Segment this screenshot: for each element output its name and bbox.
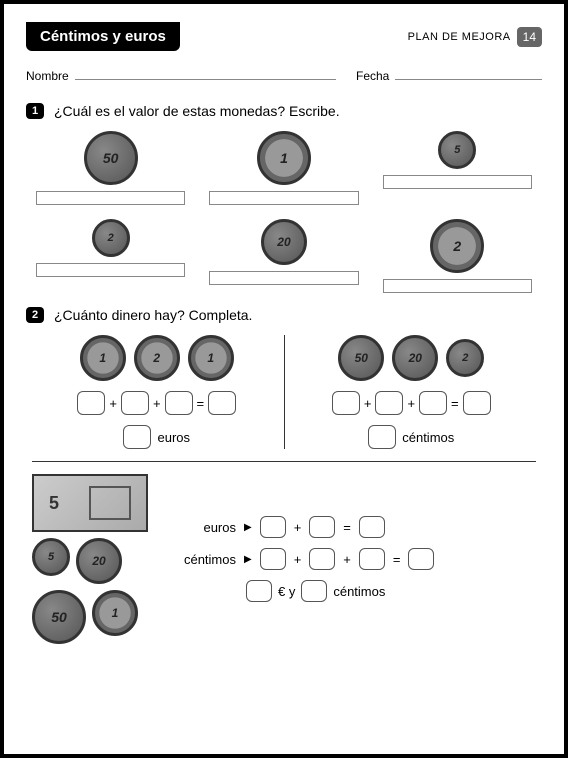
answer-line[interactable]	[383, 279, 532, 293]
q2-text: ¿Cuánto dinero hay? Completa.	[54, 307, 252, 323]
answer-line[interactable]	[36, 191, 185, 205]
coin-icon: 50	[32, 590, 86, 644]
q1-head: 1 ¿Cuál es el valor de estas monedas? Es…	[26, 103, 542, 119]
date-underline[interactable]	[395, 79, 542, 80]
bottom-coins: 520 501	[32, 538, 162, 644]
coin-icon: 2	[134, 335, 180, 381]
answer-box[interactable]	[408, 548, 434, 570]
answer-line[interactable]	[36, 263, 185, 277]
q2-right-coins: 50202	[338, 335, 484, 381]
coin-icon: 50	[84, 131, 138, 185]
name-underline[interactable]	[75, 79, 336, 80]
date-field: Fecha	[356, 69, 542, 83]
question-2: 2 ¿Cuánto dinero hay? Completa. 121 + + …	[26, 307, 542, 644]
q2-right-equation: + + =	[332, 391, 491, 415]
plan-label: PLAN DE MEJORA	[408, 31, 511, 43]
q2-right: 50202 + + = céntimos	[285, 335, 539, 449]
coin-icon: 5	[32, 538, 70, 576]
answer-box[interactable]	[419, 391, 447, 415]
money-column: 5 520501	[32, 474, 162, 644]
coin-cell: 20	[209, 219, 358, 293]
coin-icon: 50	[338, 335, 384, 381]
name-field: Nombre	[26, 69, 336, 83]
answer-box[interactable]	[165, 391, 193, 415]
q2-top-row: 121 + + = euros 50202 + + =	[26, 335, 542, 449]
q2-number: 2	[26, 307, 44, 323]
horizontal-divider	[32, 461, 536, 462]
answer-box[interactable]	[260, 548, 286, 570]
coin-icon: 5	[438, 131, 476, 169]
coin-cell: 50	[36, 131, 185, 205]
answer-box[interactable]	[309, 516, 335, 538]
name-label: Nombre	[26, 69, 69, 83]
q2-bottom: 5 520501 euros ▶ + = céntimos ▶ + + =	[26, 474, 542, 644]
coin-icon: 1	[188, 335, 234, 381]
answer-box[interactable]	[332, 391, 360, 415]
coin-icon: 20	[76, 538, 122, 584]
equations-column: euros ▶ + = céntimos ▶ + + = € y	[176, 474, 536, 644]
answer-box[interactable]	[375, 391, 403, 415]
q2-left: 121 + + = euros	[30, 335, 284, 449]
coin-icon: 1	[80, 335, 126, 381]
worksheet-page: Céntimos y euros PLAN DE MEJORA 14 Nombr…	[0, 0, 568, 758]
q2-head: 2 ¿Cuánto dinero hay? Completa.	[26, 307, 542, 323]
answer-line[interactable]	[209, 271, 358, 285]
answer-box[interactable]	[368, 425, 396, 449]
answer-box[interactable]	[359, 548, 385, 570]
answer-box[interactable]	[77, 391, 105, 415]
coin-icon: 2	[446, 339, 484, 377]
name-date-row: Nombre Fecha	[26, 69, 542, 83]
coin-icon: 2	[430, 219, 484, 273]
date-label: Fecha	[356, 69, 389, 83]
q2-right-unit: céntimos	[368, 425, 454, 449]
coin-cell: 5	[383, 131, 532, 205]
q2-left-coins: 121	[80, 335, 234, 381]
q1-number: 1	[26, 103, 44, 119]
answer-box[interactable]	[121, 391, 149, 415]
cents-equation: céntimos ▶ + + =	[176, 548, 536, 570]
answer-box[interactable]	[208, 391, 236, 415]
coin-icon: 20	[261, 219, 307, 265]
answer-line[interactable]	[209, 191, 358, 205]
coin-cell: 2	[383, 219, 532, 293]
q1-text: ¿Cuál es el valor de estas monedas? Escr…	[54, 103, 340, 119]
answer-line[interactable]	[383, 175, 532, 189]
answer-box[interactable]	[123, 425, 151, 449]
title-tab: Céntimos y euros	[26, 22, 180, 51]
answer-box[interactable]	[359, 516, 385, 538]
coin-icon: 2	[92, 219, 130, 257]
coin-icon: 1	[92, 590, 138, 636]
q2-left-unit: euros	[123, 425, 190, 449]
q1-coin-grid: 50 1 5 2 20 2	[26, 131, 542, 293]
q2-left-equation: + + =	[77, 391, 236, 415]
coin-cell: 2	[36, 219, 185, 293]
final-answer: € y céntimos	[246, 580, 536, 602]
banknote-5: 5	[32, 474, 148, 532]
question-1: 1 ¿Cuál es el valor de estas monedas? Es…	[26, 103, 542, 293]
coin-icon: 20	[392, 335, 438, 381]
page-number: 14	[517, 27, 542, 47]
answer-box[interactable]	[309, 548, 335, 570]
coin-cell: 1	[209, 131, 358, 205]
euros-equation: euros ▶ + =	[176, 516, 536, 538]
answer-box[interactable]	[246, 580, 272, 602]
answer-box[interactable]	[260, 516, 286, 538]
coin-icon: 1	[257, 131, 311, 185]
answer-box[interactable]	[463, 391, 491, 415]
header: Céntimos y euros PLAN DE MEJORA 14	[26, 22, 542, 51]
answer-box[interactable]	[301, 580, 327, 602]
